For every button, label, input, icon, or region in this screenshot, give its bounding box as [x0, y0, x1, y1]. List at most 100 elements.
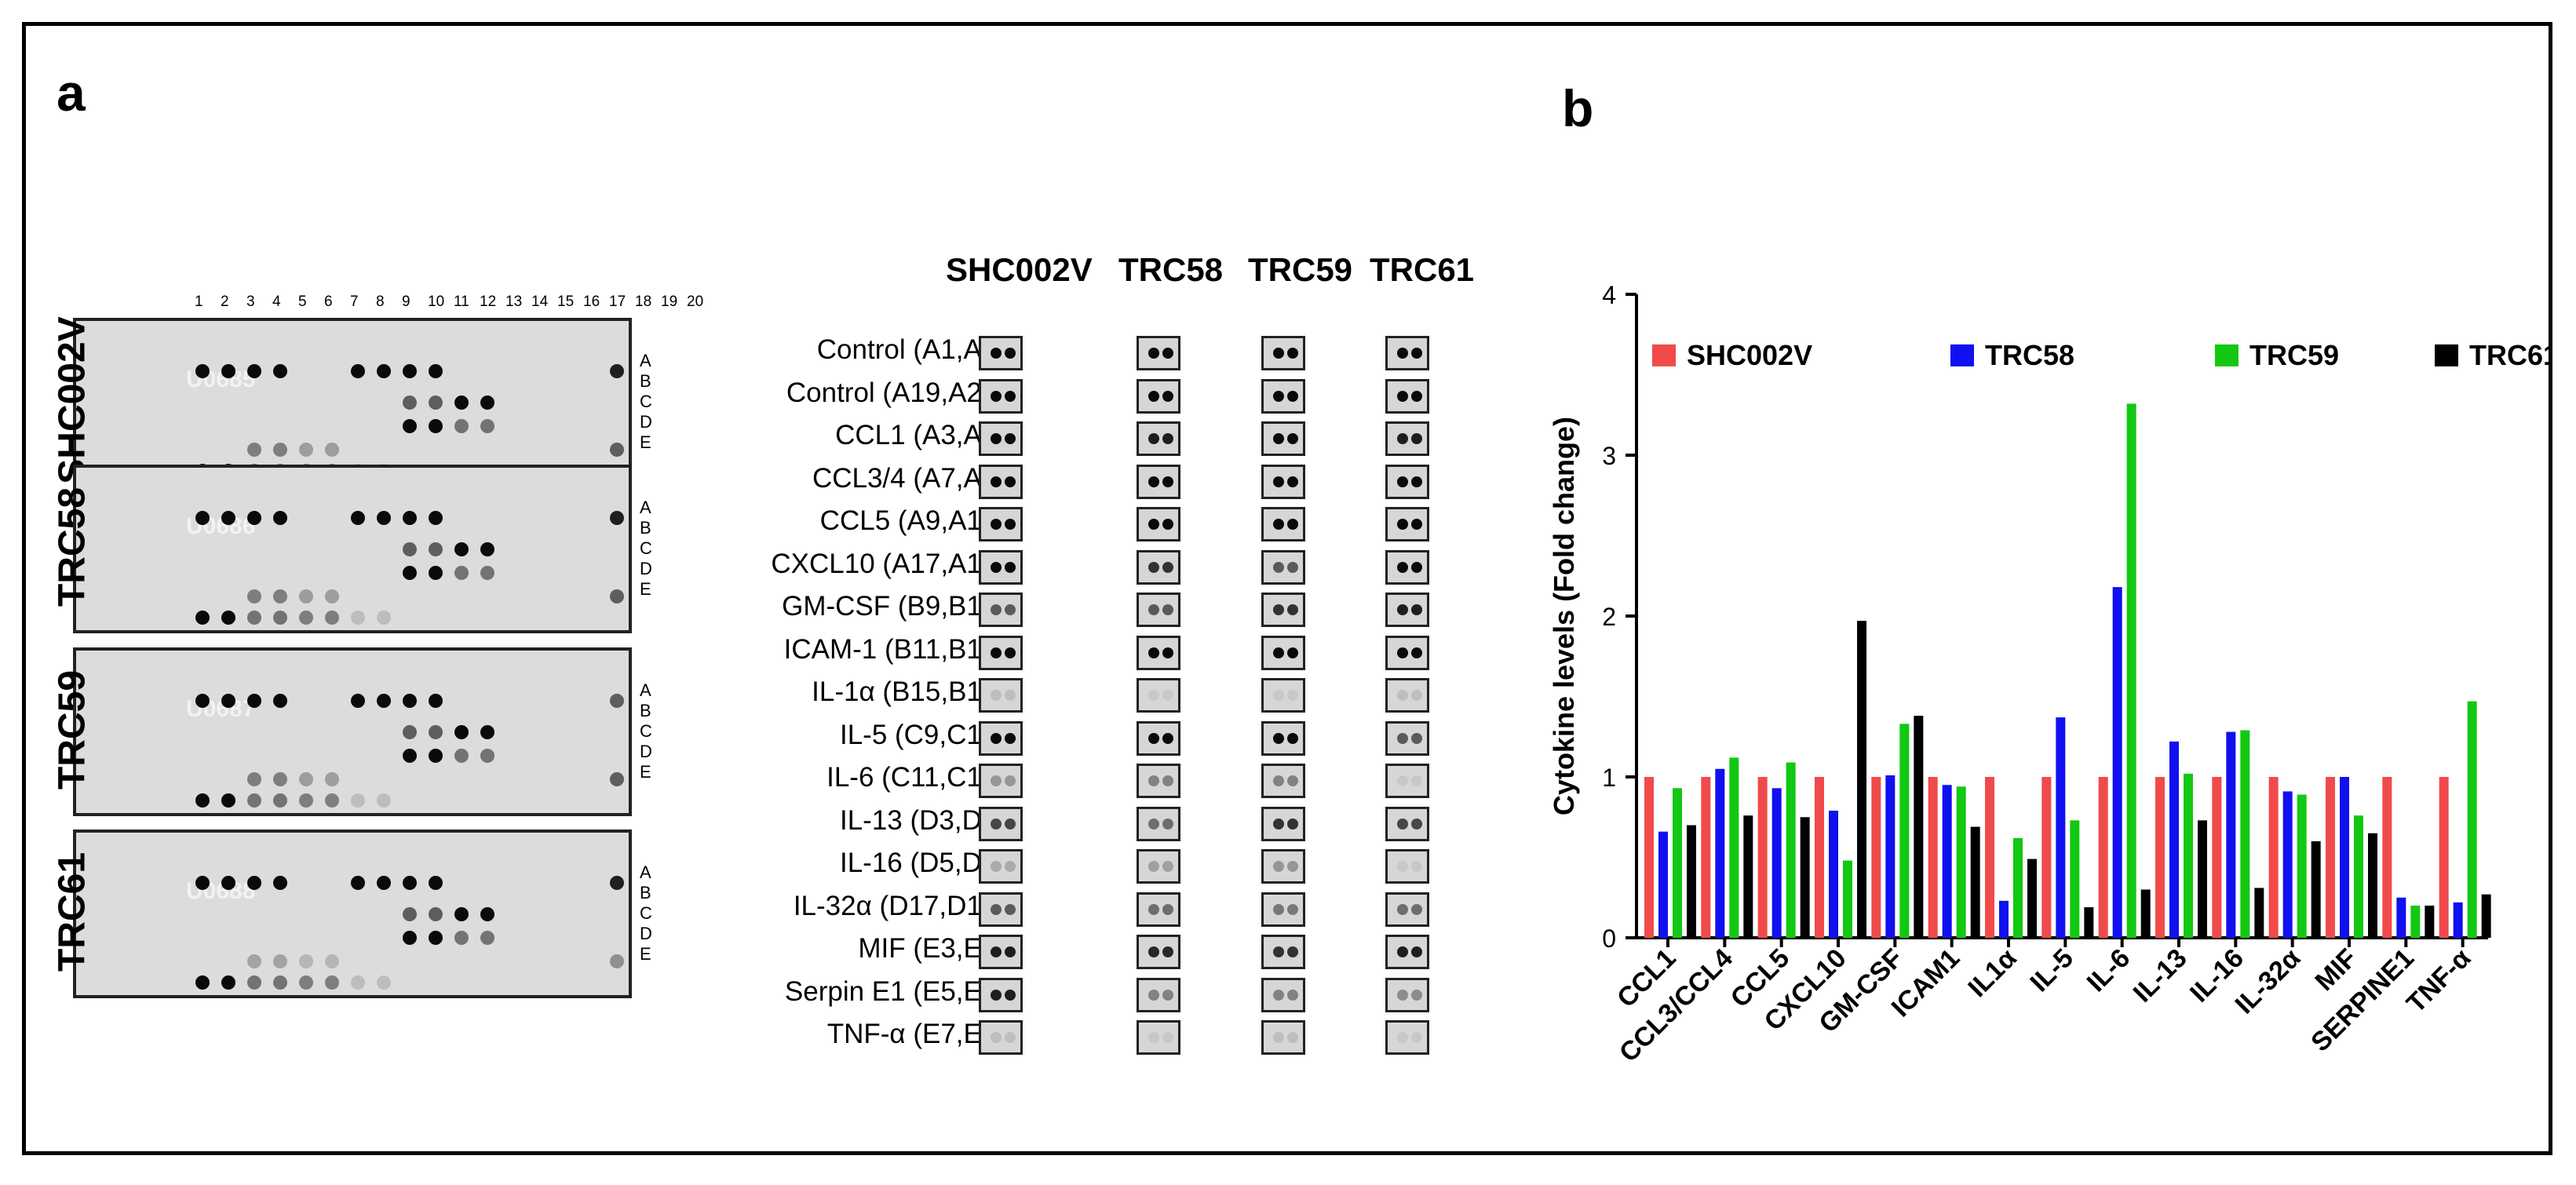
bar-trc59: [2467, 701, 2477, 938]
y-tick-label: 3: [1602, 442, 1616, 470]
column-number: 9: [402, 294, 410, 310]
membrane-dot: [454, 542, 469, 556]
spot-box: [979, 507, 1023, 541]
spot-dot: [991, 690, 1002, 701]
spot-dot: [1397, 690, 1408, 701]
bar-trc58: [1829, 811, 1838, 938]
membrane-dot: [273, 589, 287, 603]
row-letter: E: [640, 579, 651, 599]
spot-dot: [991, 604, 1002, 615]
bar-trc61: [1914, 716, 1924, 938]
membrane-dot: [377, 975, 391, 990]
spot-dot: [1397, 476, 1408, 487]
spot-dot: [1005, 946, 1016, 957]
membrane-dot: [351, 975, 365, 990]
cytokine-label: Control (A19,A20): [786, 377, 1006, 408]
membrane-dot: [221, 793, 235, 808]
bar-trc58: [2453, 902, 2463, 938]
spot-dot: [1397, 818, 1408, 830]
spot-dot: [1411, 903, 1422, 915]
spot-dot: [1162, 946, 1173, 957]
spot-box: [979, 764, 1023, 798]
cytokine-label: CXCL10 (A17,A18): [771, 548, 1006, 579]
bar-trc59: [1899, 724, 1910, 938]
spot-dot: [1411, 946, 1422, 957]
bar-shc002v: [2268, 777, 2279, 938]
membrane-dot: [480, 396, 494, 410]
membrane-dot: [195, 611, 210, 625]
spot-box: [1385, 764, 1429, 798]
row-letter: A: [640, 351, 651, 370]
row-letter: E: [640, 432, 651, 452]
bar-shc002v: [2098, 777, 2108, 938]
spot-dot: [1411, 433, 1422, 444]
spot-dot: [1005, 604, 1016, 615]
x-tick-label: IL-13: [2128, 943, 2193, 1008]
spot-dot: [1162, 775, 1173, 786]
row-letter: E: [640, 944, 651, 964]
membrane-dot: [403, 907, 417, 921]
spot-box: [1261, 635, 1305, 670]
membrane-dot: [351, 694, 365, 708]
column-number: 16: [583, 294, 600, 310]
spot-dot: [1148, 1032, 1159, 1043]
spot-dot: [1005, 1032, 1016, 1043]
membrane-dot: [403, 876, 417, 890]
column-number: 5: [298, 294, 307, 310]
row-letter: C: [640, 721, 652, 741]
bar-shc002v: [2212, 777, 2222, 938]
column-number: 20: [687, 294, 704, 310]
spot-box: [1137, 891, 1180, 927]
membrane-dot: [325, 443, 339, 457]
spot-box: [1137, 378, 1180, 414]
spot-dot: [1287, 732, 1298, 744]
cytokine-label: GM-CSF (B9,B10): [782, 591, 1006, 622]
spot-dot: [1411, 775, 1422, 786]
row-letter: C: [640, 538, 652, 558]
row-letter: A: [640, 498, 651, 517]
spot-dot: [1148, 561, 1159, 573]
spot-box: [1385, 464, 1429, 499]
spot-box: [1137, 507, 1180, 541]
y-tick-label: 4: [1602, 281, 1616, 309]
membrane-dot: [221, 975, 235, 990]
spot-box: [1385, 549, 1429, 585]
column-header-trc61: TRC61: [1370, 251, 1475, 288]
membrane-dot: [247, 364, 261, 378]
spot-box: [979, 678, 1023, 713]
spot-dot: [991, 433, 1002, 444]
membrane-dot: [221, 364, 235, 378]
spot-dot: [1397, 732, 1408, 744]
row-letter: D: [640, 559, 652, 578]
membrane-dot: [221, 511, 235, 525]
membrane-dot: [273, 443, 287, 457]
membrane-dot: [480, 749, 494, 763]
membrane-dot: [454, 566, 469, 580]
spot-dot: [1411, 647, 1422, 658]
column-header-trc59: TRC59: [1248, 251, 1353, 288]
membrane-dot: [351, 793, 365, 808]
y-tick-label: 2: [1602, 603, 1616, 631]
spot-dot: [1005, 861, 1016, 872]
spot-dot: [1162, 348, 1173, 359]
column-number: 12: [480, 294, 497, 310]
spot-dot: [1162, 647, 1173, 658]
spot-dot: [1287, 946, 1298, 957]
spot-dot: [1273, 348, 1284, 359]
membrane-dot: [480, 931, 494, 945]
spot-box: [979, 336, 1023, 370]
spot-box: [1261, 378, 1305, 414]
bar-trc59: [2240, 730, 2250, 938]
spot-dot: [1411, 1032, 1422, 1043]
column-number: 6: [324, 294, 333, 310]
membrane-dot: [273, 364, 287, 378]
spot-box: [979, 849, 1023, 884]
membrane-dot: [403, 542, 417, 556]
membrane-dot: [273, 694, 287, 708]
spot-dot: [1273, 390, 1284, 402]
spot-dot: [1287, 604, 1298, 615]
membrane-dot: [429, 419, 443, 433]
spot-dot: [991, 519, 1002, 530]
